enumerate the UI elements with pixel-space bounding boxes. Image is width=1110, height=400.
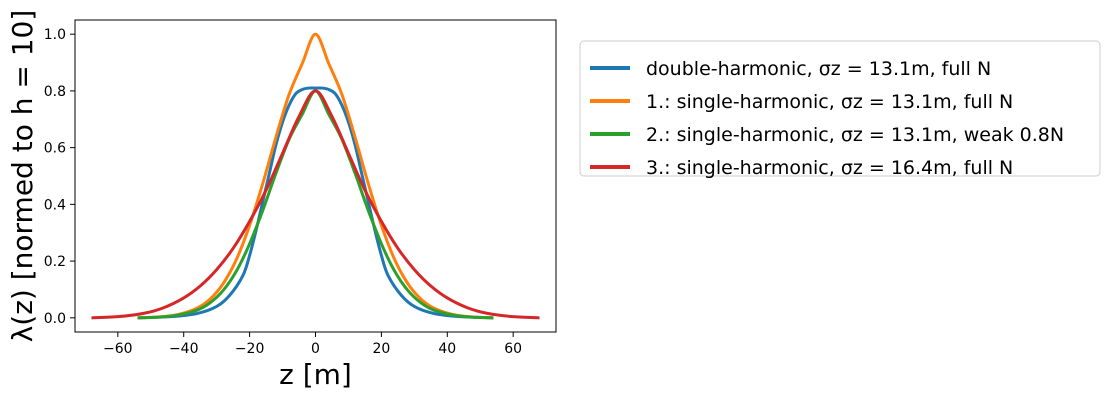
- x-tick-label: −20: [235, 341, 265, 357]
- y-tick-label: 0.2: [44, 254, 66, 270]
- legend-label-1: double-harmonic, σz = 13.1m, full N: [646, 58, 991, 80]
- x-axis-title: z [m]: [279, 358, 352, 391]
- y-tick-label: 0.4: [44, 197, 66, 213]
- legend-frame: [579, 40, 1101, 177]
- legend-label-4: 3.: single-harmonic, σz = 16.4m, full N: [646, 157, 1013, 179]
- ticks-layer: −60 −40 −20 0 20 40 60 0.0 0.2 0.4 0.6 0.8 1.0: [44, 27, 522, 357]
- series-line-1: [137, 86, 494, 320]
- x-tick-label: −40: [169, 341, 199, 357]
- series-layer: [91, 32, 540, 320]
- series-line-4: [91, 89, 540, 320]
- y-axis-title: λ(z) [normed to h = 10]: [6, 10, 39, 343]
- x-tick-label: 0: [311, 341, 320, 357]
- legend-entries: double-harmonic, σz = 13.1m, full N 1.: s…: [590, 58, 1064, 179]
- y-tick-label: 0.6: [44, 141, 66, 157]
- y-tick-label: 0.0: [44, 311, 66, 327]
- x-tick-label: −60: [103, 341, 133, 357]
- x-tick-label: 20: [372, 341, 390, 357]
- y-tick-label: 1.0: [44, 27, 66, 43]
- series-line-2: [137, 32, 494, 320]
- legend-label-2: 1.: single-harmonic, σz = 13.1m, full N: [646, 91, 1013, 113]
- x-tick-label: 60: [504, 341, 522, 357]
- legend: double-harmonic, σz = 13.1m, full N 1.: s…: [579, 40, 1101, 179]
- legend-label-3: 2.: single-harmonic, σz = 13.1m, weak 0.…: [646, 124, 1064, 146]
- y-tick-label: 0.8: [44, 84, 66, 100]
- x-tick-label: 40: [438, 341, 456, 357]
